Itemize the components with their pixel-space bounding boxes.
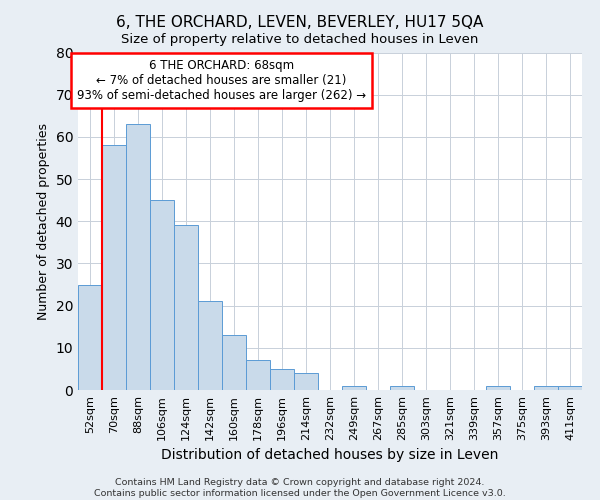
Bar bbox=[294, 373, 318, 390]
Bar bbox=[198, 302, 222, 390]
Bar bbox=[342, 386, 366, 390]
Text: Size of property relative to detached houses in Leven: Size of property relative to detached ho… bbox=[121, 32, 479, 46]
Bar bbox=[150, 200, 174, 390]
Text: Contains HM Land Registry data © Crown copyright and database right 2024.
Contai: Contains HM Land Registry data © Crown c… bbox=[94, 478, 506, 498]
Bar bbox=[270, 369, 294, 390]
Bar bbox=[126, 124, 150, 390]
Bar bbox=[102, 146, 126, 390]
Bar bbox=[246, 360, 270, 390]
Bar bbox=[534, 386, 558, 390]
Text: 6 THE ORCHARD: 68sqm
← 7% of detached houses are smaller (21)
93% of semi-detach: 6 THE ORCHARD: 68sqm ← 7% of detached ho… bbox=[77, 59, 366, 102]
Bar bbox=[390, 386, 414, 390]
Bar bbox=[558, 386, 582, 390]
Bar bbox=[174, 226, 198, 390]
Bar bbox=[78, 284, 102, 390]
Text: 6, THE ORCHARD, LEVEN, BEVERLEY, HU17 5QA: 6, THE ORCHARD, LEVEN, BEVERLEY, HU17 5Q… bbox=[116, 15, 484, 30]
X-axis label: Distribution of detached houses by size in Leven: Distribution of detached houses by size … bbox=[161, 448, 499, 462]
Bar bbox=[222, 335, 246, 390]
Y-axis label: Number of detached properties: Number of detached properties bbox=[37, 122, 50, 320]
Bar bbox=[486, 386, 510, 390]
